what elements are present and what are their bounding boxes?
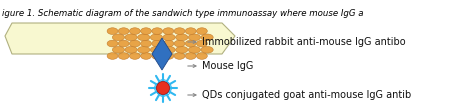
- Ellipse shape: [152, 28, 163, 34]
- Ellipse shape: [112, 46, 125, 53]
- Ellipse shape: [112, 34, 125, 41]
- Ellipse shape: [118, 53, 129, 59]
- Ellipse shape: [125, 34, 137, 41]
- Ellipse shape: [163, 53, 174, 59]
- Ellipse shape: [174, 28, 185, 34]
- Text: Immobilized rabbit anti-mouse IgG antibo: Immobilized rabbit anti-mouse IgG antibo: [202, 37, 406, 47]
- Ellipse shape: [152, 53, 163, 59]
- Ellipse shape: [188, 46, 201, 53]
- Ellipse shape: [152, 40, 163, 47]
- Ellipse shape: [118, 40, 129, 47]
- Ellipse shape: [185, 40, 196, 47]
- Ellipse shape: [125, 46, 137, 53]
- Text: igure 1. Schematic diagram of the sandwich type immunoassay where mouse IgG a: igure 1. Schematic diagram of the sandwi…: [2, 9, 364, 18]
- Ellipse shape: [118, 28, 129, 34]
- Ellipse shape: [141, 28, 151, 34]
- Ellipse shape: [163, 40, 174, 47]
- Ellipse shape: [137, 34, 150, 41]
- Ellipse shape: [107, 53, 118, 59]
- Ellipse shape: [150, 46, 163, 53]
- Ellipse shape: [174, 40, 185, 47]
- Ellipse shape: [176, 46, 188, 53]
- Text: Mouse IgG: Mouse IgG: [202, 61, 254, 71]
- Ellipse shape: [197, 40, 207, 47]
- Ellipse shape: [174, 53, 185, 59]
- Text: QDs conjugated goat anti-mouse IgG antib: QDs conjugated goat anti-mouse IgG antib: [202, 90, 411, 100]
- Ellipse shape: [197, 53, 207, 59]
- Circle shape: [156, 82, 170, 95]
- Ellipse shape: [107, 40, 118, 47]
- Ellipse shape: [150, 34, 163, 41]
- Ellipse shape: [201, 46, 213, 53]
- Ellipse shape: [129, 53, 140, 59]
- Ellipse shape: [185, 53, 196, 59]
- Ellipse shape: [163, 46, 175, 53]
- Ellipse shape: [163, 34, 175, 41]
- Ellipse shape: [185, 28, 196, 34]
- Ellipse shape: [129, 40, 140, 47]
- Ellipse shape: [188, 34, 201, 41]
- Ellipse shape: [201, 34, 213, 41]
- Ellipse shape: [107, 28, 118, 34]
- Ellipse shape: [141, 40, 151, 47]
- Ellipse shape: [197, 28, 207, 34]
- Polygon shape: [152, 38, 172, 70]
- Ellipse shape: [163, 28, 174, 34]
- Ellipse shape: [141, 53, 151, 59]
- Polygon shape: [5, 23, 235, 54]
- Ellipse shape: [137, 46, 150, 53]
- Ellipse shape: [176, 34, 188, 41]
- Ellipse shape: [129, 28, 140, 34]
